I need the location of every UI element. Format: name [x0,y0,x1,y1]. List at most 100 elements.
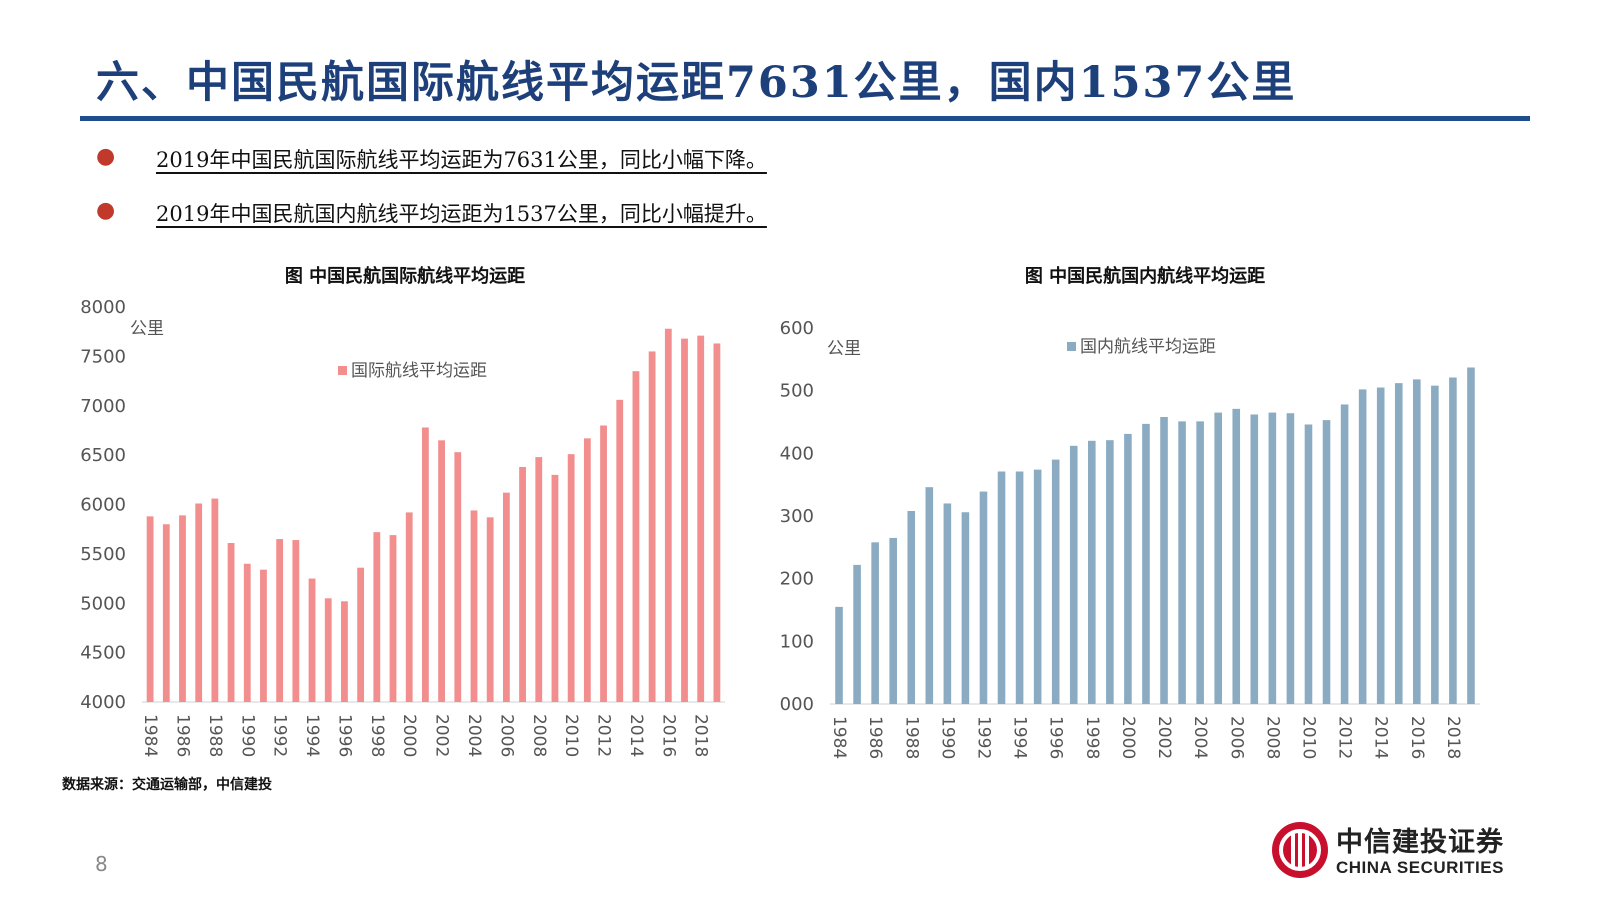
x-tick-label: 2014 [1371,716,1391,759]
x-tick-label: 1986 [172,714,192,757]
x-tick-label: 2018 [1443,716,1463,759]
bullet-dot-icon: ● [96,198,116,223]
x-tick-label: 1988 [205,714,225,757]
y-tick-label: 1200 [780,569,814,590]
bar [1431,385,1439,704]
bar [616,399,624,702]
bar [1106,440,1114,704]
y-tick-label: 1300 [780,506,814,527]
legend-label: 国内航线平均运距 [1080,337,1216,357]
bar [1322,420,1331,704]
domestic-chart: 图 中国民航国内航线平均运距 1000110012001300140015001… [768,262,1510,772]
x-tick-label: 2004 [464,714,484,757]
unit-label: 公里 [130,319,164,339]
x-tick-label: 1986 [865,716,885,759]
x-tick-label: 1992 [973,716,993,759]
bullet-dot-icon: ● [96,144,116,169]
bar [486,517,494,702]
x-tick-label: 1984 [829,716,849,759]
bar [389,535,397,702]
y-tick-label: 4500 [80,643,126,664]
logo-english-name: CHINA SECURITIES [1336,858,1504,877]
international-chart: 图 中国民航国际航线平均运距 4000 4500 5000 5500 6000 6500 7… [60,262,750,772]
bar [997,471,1006,704]
bar [664,328,672,702]
bar [454,452,462,702]
bar [1214,412,1222,704]
domestic-chart-svg: 1000 1100 1200 1300 1400 1500 1600 1984 1986 1988… [768,318,1480,759]
x-tick-label: 1996 [334,714,354,757]
data-source: 数据来源：交通运输部，中信建投 [62,777,272,793]
bar [1250,414,1259,704]
bar [422,427,429,702]
x-tick-label: 2000 [1118,716,1138,759]
y-tick-label: 8000 [80,297,126,318]
y-tick-label: 6000 [80,495,126,516]
bullet-text: 2019年中国民航国际航线平均运距为7631公里，同比小幅下降。 [156,148,767,172]
bar [713,343,721,702]
unit-label: 公里 [827,339,861,359]
bar [1449,377,1457,704]
bar [889,537,897,704]
title-divider [80,116,1530,121]
bar [943,503,952,704]
bar [1413,379,1421,704]
x-tick-label: 2016 [1407,716,1427,759]
bar [438,440,445,702]
bar [179,515,186,702]
bar [324,598,332,702]
bar [1160,416,1168,704]
bar [681,338,688,702]
x-tick-label: 1992 [270,714,290,757]
x-tick-label: 2014 [626,714,646,757]
bar [907,510,916,704]
x-tick-label: 2006 [1226,716,1246,759]
x-tick-label: 1994 [1010,716,1030,759]
bar [1268,412,1277,704]
x-tick-label: 2000 [399,714,419,757]
bar [373,532,381,702]
bar [871,542,879,704]
logo-chinese-name: 中信建投证券 [1336,827,1504,858]
chart-title: 图 中国民航国内航线平均运距 [1024,266,1266,287]
bar [1376,387,1385,704]
bar [632,371,640,702]
bar [1033,469,1042,704]
bar [551,474,559,702]
bar [1142,423,1150,704]
bar [243,563,251,702]
chart-title: 图 中国民航国际航线平均运距 [284,266,526,287]
x-tick-label: 2018 [691,714,711,757]
bar [583,438,591,702]
legend-label: 国际航线平均运距 [351,361,487,381]
bar [1232,408,1241,704]
y-tick-label: 1500 [780,381,814,402]
slide-title: 六、中国民航国际航线平均运距7631公里，国内1537公里 [96,58,1297,108]
bar [1196,421,1204,704]
x-tick-label: 2006 [496,714,516,757]
bar [1178,421,1186,704]
bar [519,466,526,702]
bar [1394,383,1403,704]
bar [1340,404,1349,704]
bar [292,540,300,702]
bar [853,564,861,704]
legend-swatch [338,366,347,375]
y-tick-label: 6500 [80,445,126,466]
bar [925,487,934,704]
page-number: 8 [95,852,108,876]
x-tick-label: 1984 [140,714,160,757]
x-tick-label: 1998 [367,714,387,757]
x-tick-label: 2012 [594,714,614,757]
y-tick-label: 7000 [80,396,126,417]
bar [1015,471,1024,704]
bar [195,503,203,702]
x-tick-label: 1990 [237,714,257,757]
x-tick-label: 2004 [1190,716,1210,759]
bar [1088,440,1096,704]
y-tick-label: 5000 [80,593,126,614]
x-tick-label: 2008 [529,714,549,757]
y-tick-label: 4000 [80,692,126,713]
x-tick-label: 2010 [561,714,581,757]
bar [227,543,235,702]
